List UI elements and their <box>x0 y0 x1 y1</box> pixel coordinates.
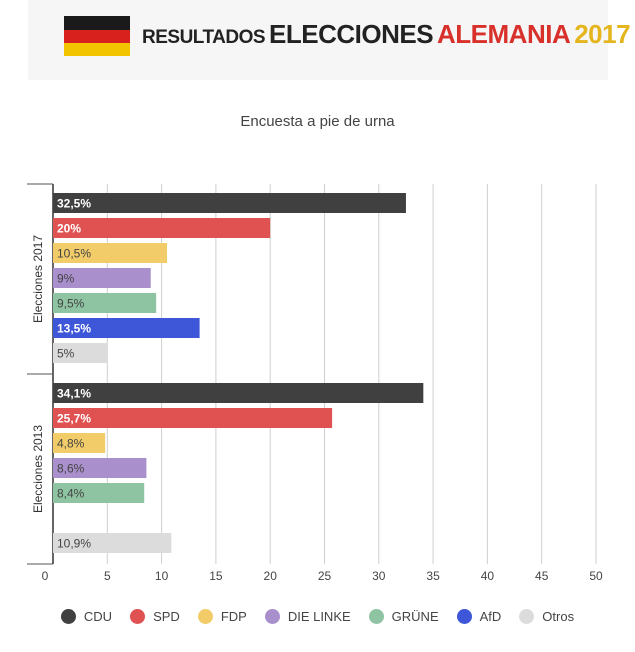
germany-flag-icon <box>64 16 130 56</box>
legend-label: SPD <box>153 608 180 624</box>
legend-item: SPD <box>130 608 180 624</box>
bar <box>53 218 271 238</box>
x-tick-label: 15 <box>209 569 223 583</box>
bar <box>53 318 200 338</box>
x-tick-label: 40 <box>481 569 495 583</box>
legend-label: DIE LINKE <box>287 608 351 624</box>
legend-swatch <box>519 608 535 624</box>
bar <box>53 343 108 363</box>
data-label: 34,1% <box>57 387 91 401</box>
legend-item: CDU <box>60 608 113 624</box>
data-label: 4,8% <box>57 437 85 451</box>
data-label: 10,5% <box>57 247 91 261</box>
legend-item: Otros <box>519 608 575 624</box>
header-banner: RESULTADOS ELECCIONES ALEMANIA 2017 <box>28 0 631 80</box>
x-tick-label: 30 <box>372 569 386 583</box>
chart-legend: CDU SPD FDP DIE LINKE GRÜNE AfD Otros <box>0 606 635 626</box>
title-word-resultados: RESULTADOS <box>142 27 266 48</box>
data-label: 32,5% <box>57 197 91 211</box>
legend-item: FDP <box>197 608 247 624</box>
legend-label: GRÜNE <box>391 608 439 624</box>
legend-label: CDU <box>83 608 113 624</box>
bar <box>53 383 424 403</box>
data-label: 8,4% <box>57 487 85 501</box>
x-tick-label: 5 <box>104 569 111 583</box>
x-tick-label: 10 <box>155 569 169 583</box>
bar-chart: 0 5 10 15 20 25 30 35 40 45 50 Elecciones 2017 32,5%… <box>27 183 603 583</box>
data-label: 9,5% <box>57 297 85 311</box>
chart-title: Encuesta a pie de urna <box>240 113 395 130</box>
bar <box>53 433 106 453</box>
bar <box>53 458 147 478</box>
data-label: 13,5% <box>57 322 91 336</box>
bar <box>53 243 168 263</box>
legend-swatch <box>368 608 384 624</box>
page-title: RESULTADOS ELECCIONES ALEMANIA 2017 <box>142 16 631 52</box>
legend-item: AfD <box>456 608 502 624</box>
legend-swatch <box>130 608 146 624</box>
legend-item: DIE LINKE <box>264 608 351 624</box>
x-tick-label: 50 <box>589 569 603 583</box>
legend-swatch <box>60 608 76 624</box>
title-word-alemania: ALEMANIA <box>437 19 571 49</box>
data-label: 9% <box>57 272 75 286</box>
x-tick-label: 20 <box>264 569 278 583</box>
title-word-elecciones: ELECCIONES <box>269 19 434 49</box>
legend-label: Otros <box>542 608 575 624</box>
bar <box>53 533 172 553</box>
bar <box>53 293 157 313</box>
group-label: Elecciones 2017 <box>31 235 45 323</box>
legend-label: AfD <box>479 608 502 624</box>
bar <box>53 483 145 503</box>
title-word-year: 2017 <box>574 19 631 49</box>
x-tick-label: 35 <box>426 569 440 583</box>
legend-swatch <box>264 608 280 624</box>
bar <box>53 193 406 213</box>
data-label: 10,9% <box>57 537 91 551</box>
bar <box>53 268 151 288</box>
data-label: 25,7% <box>57 412 91 426</box>
legend-item: GRÜNE <box>368 608 439 624</box>
data-label: 5% <box>57 347 75 361</box>
x-tick-label: 25 <box>318 569 332 583</box>
data-label: 20% <box>57 222 81 236</box>
legend-swatch <box>197 608 213 624</box>
x-tick-label: 45 <box>535 569 549 583</box>
bar <box>53 408 333 428</box>
legend-swatch <box>456 608 472 624</box>
data-label: 8,6% <box>57 462 85 476</box>
legend-label: FDP <box>220 608 247 624</box>
group-label: Elecciones 2013 <box>31 425 45 513</box>
x-tick-label: 0 <box>42 569 49 583</box>
